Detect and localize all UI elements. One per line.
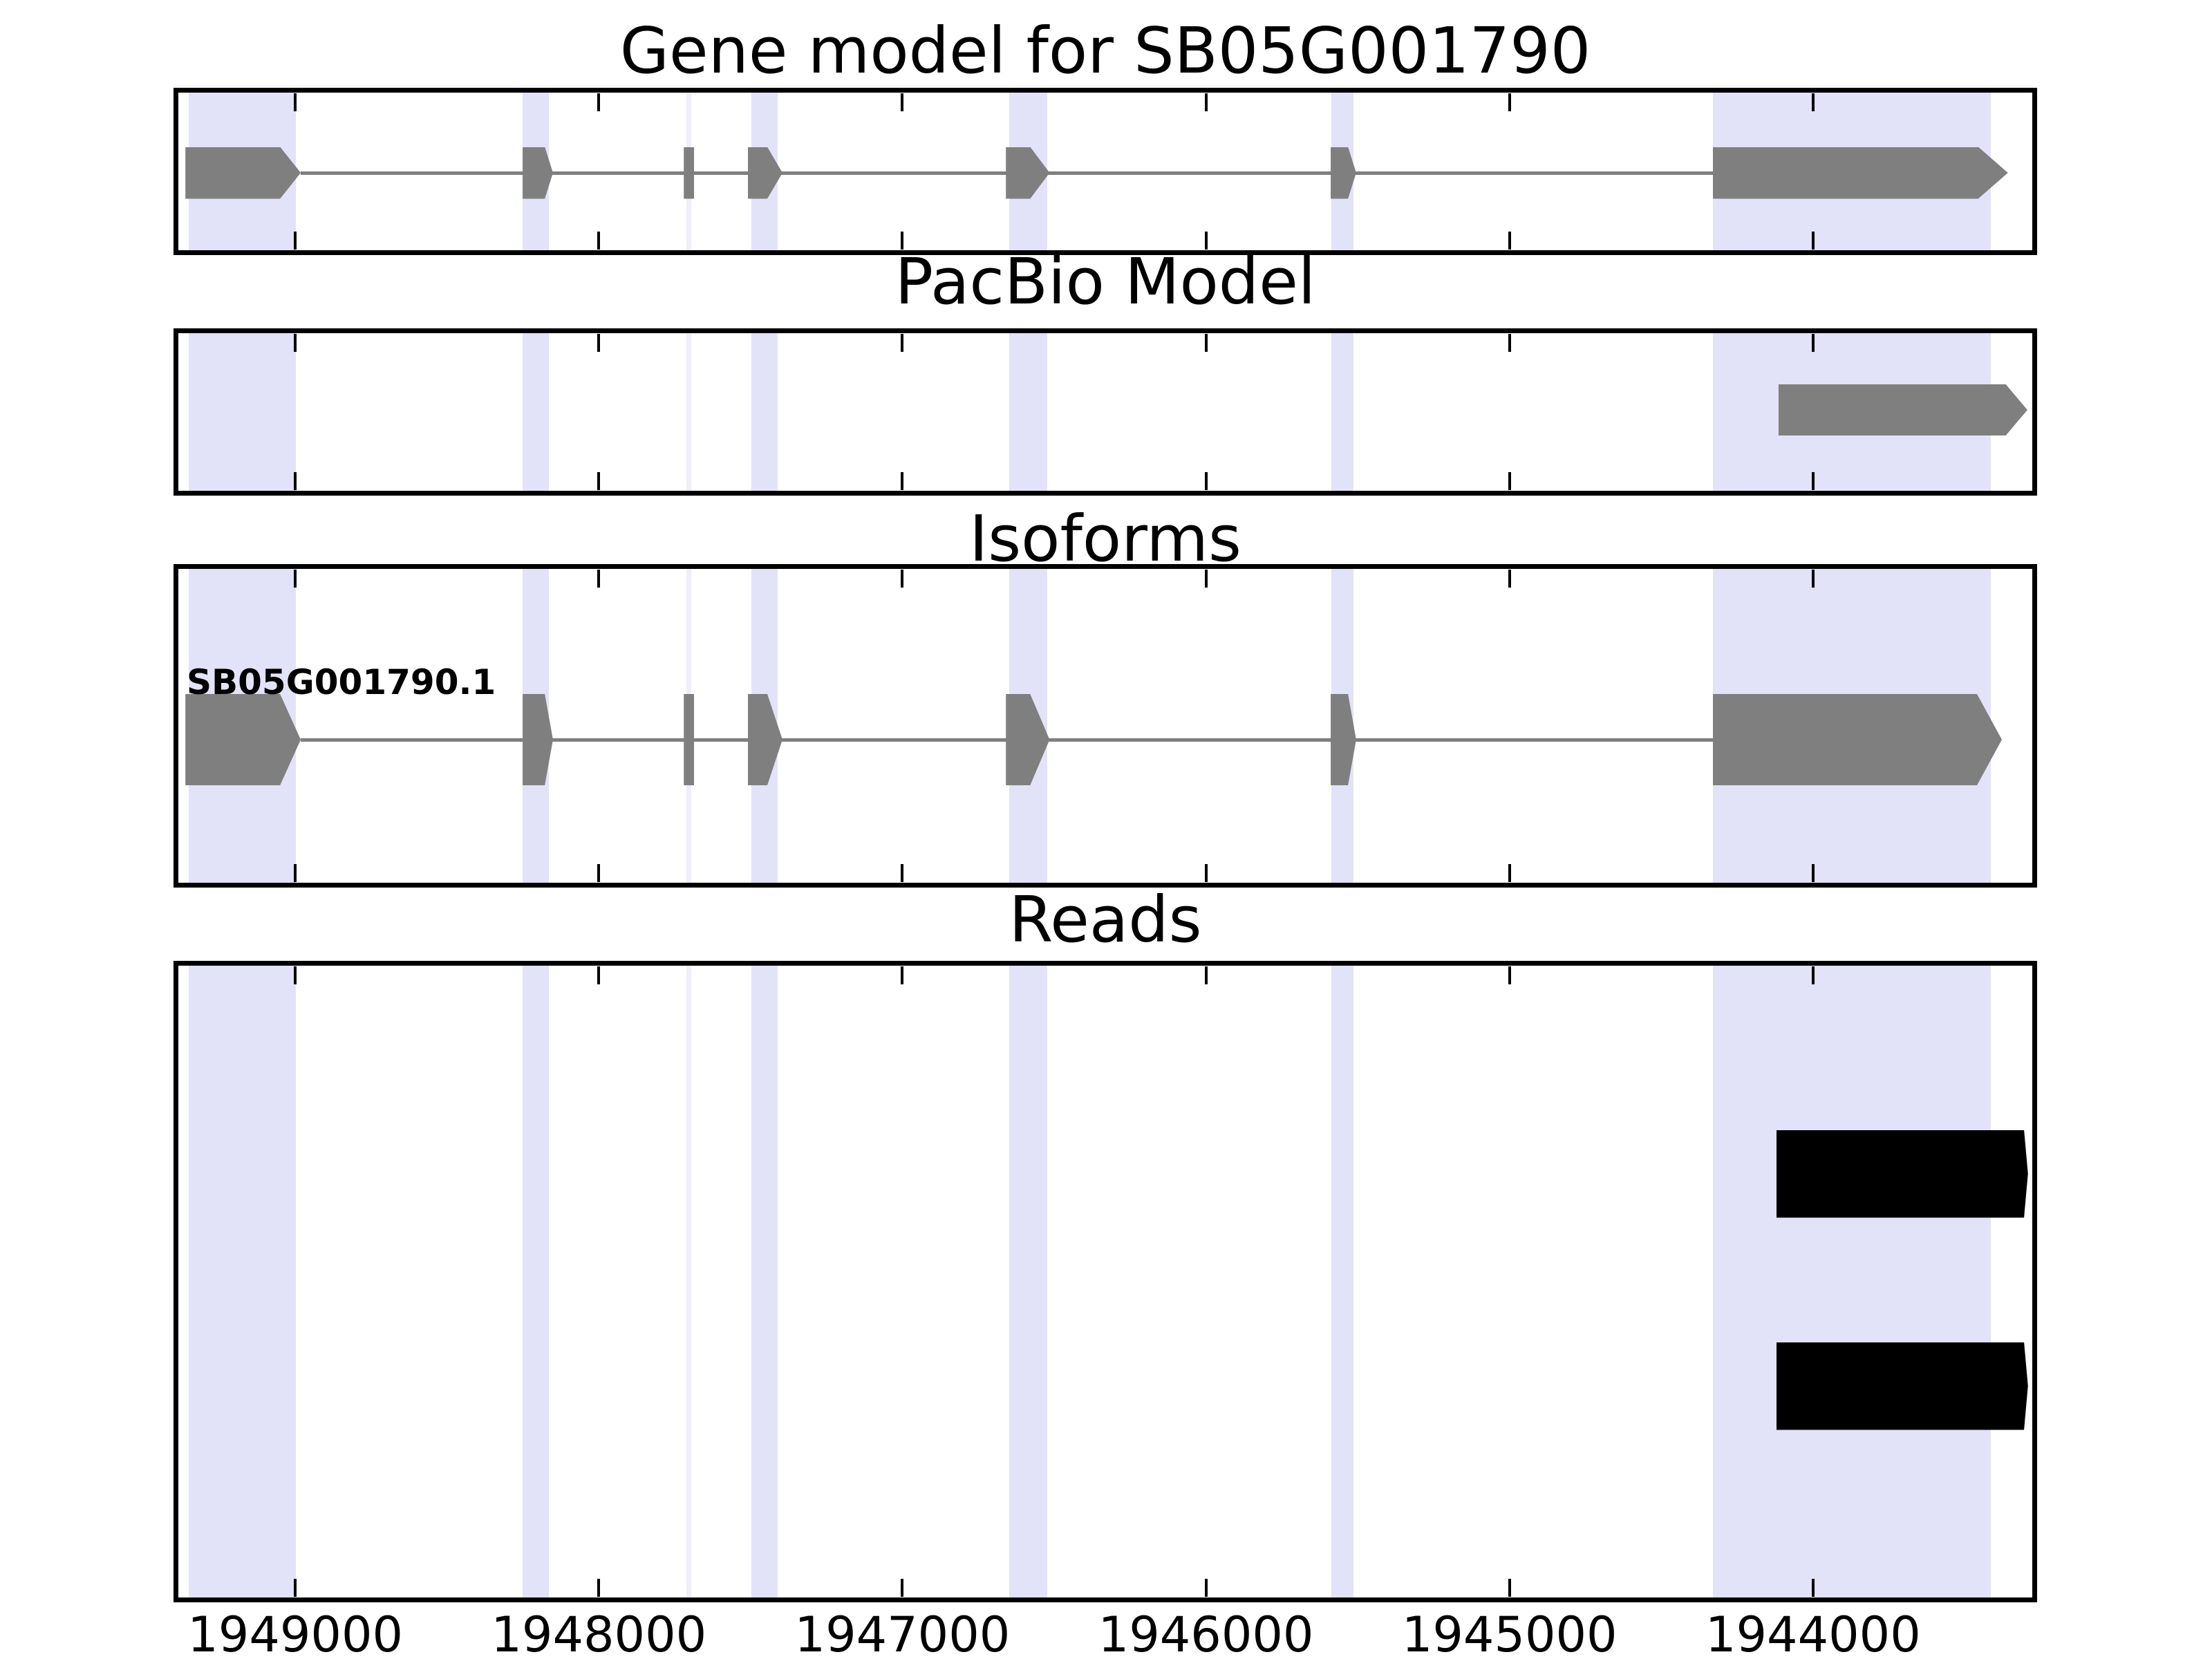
exon-feature	[185, 147, 301, 199]
panel-gene-model-border	[174, 88, 2037, 255]
axis-tick-mark	[1204, 570, 1208, 588]
x-tick-label: 1944000	[1705, 1606, 1921, 1659]
axis-tick-mark	[901, 570, 904, 588]
highlight-band	[1009, 966, 1048, 1597]
highlight-band	[1009, 333, 1048, 491]
axis-tick-mark	[1811, 1579, 1815, 1597]
axis-tick-mark	[294, 334, 297, 352]
panel-isoforms-border	[174, 564, 2037, 888]
axis-tick-mark	[1508, 334, 1511, 352]
axis-tick-mark	[1508, 232, 1511, 250]
axis-tick-mark	[901, 966, 904, 984]
axis-tick-mark	[597, 864, 601, 882]
axis-tick-mark	[1204, 1579, 1208, 1597]
axis-tick-mark	[1508, 93, 1511, 111]
axis-tick-mark	[1811, 334, 1815, 352]
axis-tick-mark	[597, 1579, 601, 1597]
exon-feature	[684, 147, 695, 199]
highlight-band	[751, 333, 778, 491]
axis-tick-mark	[597, 570, 601, 588]
axis-tick-mark	[597, 966, 601, 984]
highlight-band	[523, 333, 550, 491]
axis-tick-mark	[597, 334, 601, 352]
axis-tick-mark	[294, 570, 297, 588]
highlight-band	[1331, 966, 1353, 1597]
axis-tick-mark	[901, 472, 904, 490]
x-tick-label: 1946000	[1098, 1606, 1314, 1659]
axis-tick-mark	[597, 93, 601, 111]
axis-tick-mark	[1811, 966, 1815, 984]
title-reads: Reads	[1009, 883, 1202, 957]
isoform-label: SB05G001790.1	[187, 662, 496, 702]
x-tick-label: 1949000	[187, 1606, 404, 1659]
axis-tick-mark	[1508, 570, 1511, 588]
axis-tick-mark	[1508, 1579, 1511, 1597]
highlight-band	[1712, 966, 1991, 1597]
axis-tick-mark	[1508, 966, 1511, 984]
x-tick-label: 1945000	[1401, 1606, 1618, 1659]
axis-tick-mark	[1811, 232, 1815, 250]
axis-tick-mark	[294, 1579, 297, 1597]
highlight-band	[1331, 333, 1353, 491]
exon-feature	[1712, 694, 2002, 785]
axis-tick-mark	[1204, 472, 1208, 490]
axis-tick-mark	[1811, 864, 1815, 882]
highlight-band	[686, 333, 692, 491]
axis-tick-mark	[294, 864, 297, 882]
highlight-band	[751, 966, 778, 1597]
x-tick-label: 1948000	[491, 1606, 707, 1659]
axis-tick-mark	[597, 232, 601, 250]
axis-tick-mark	[294, 232, 297, 250]
axis-tick-mark	[1811, 570, 1815, 588]
panel-reads-border	[174, 961, 2037, 1602]
axis-tick-mark	[1508, 472, 1511, 490]
axis-tick-mark	[901, 864, 904, 882]
title-pacbio-model: PacBio Model	[894, 245, 1316, 319]
exon-feature	[684, 694, 695, 785]
panel-pacbio-border	[174, 328, 2037, 496]
highlight-band	[189, 333, 297, 491]
exon-feature	[1778, 384, 2027, 435]
axis-tick-mark	[901, 232, 904, 250]
highlight-band	[523, 966, 550, 1597]
axis-tick-mark	[901, 334, 904, 352]
axis-tick-mark	[294, 93, 297, 111]
axis-tick-mark	[294, 472, 297, 490]
axis-tick-mark	[1204, 334, 1208, 352]
highlight-band	[189, 966, 297, 1597]
highlight-band	[686, 966, 692, 1597]
title-gene-model: Gene model for SB05G001790	[619, 14, 1591, 88]
axis-tick-mark	[1204, 93, 1208, 111]
axis-tick-mark	[294, 966, 297, 984]
axis-tick-mark	[1204, 864, 1208, 882]
axis-tick-mark	[1204, 966, 1208, 984]
axis-tick-mark	[1811, 93, 1815, 111]
axis-tick-mark	[1508, 864, 1511, 882]
x-tick-label: 1947000	[794, 1606, 1011, 1659]
axis-tick-mark	[901, 93, 904, 111]
title-isoforms: Isoforms	[969, 502, 1241, 576]
exon-feature	[1712, 147, 2008, 199]
read-feature	[1776, 1342, 2028, 1430]
read-feature	[1776, 1130, 2028, 1218]
axis-tick-mark	[1204, 232, 1208, 250]
axis-tick-mark	[1811, 472, 1815, 490]
axis-tick-mark	[597, 472, 601, 490]
exon-feature	[185, 694, 301, 785]
axis-tick-mark	[901, 1579, 904, 1597]
